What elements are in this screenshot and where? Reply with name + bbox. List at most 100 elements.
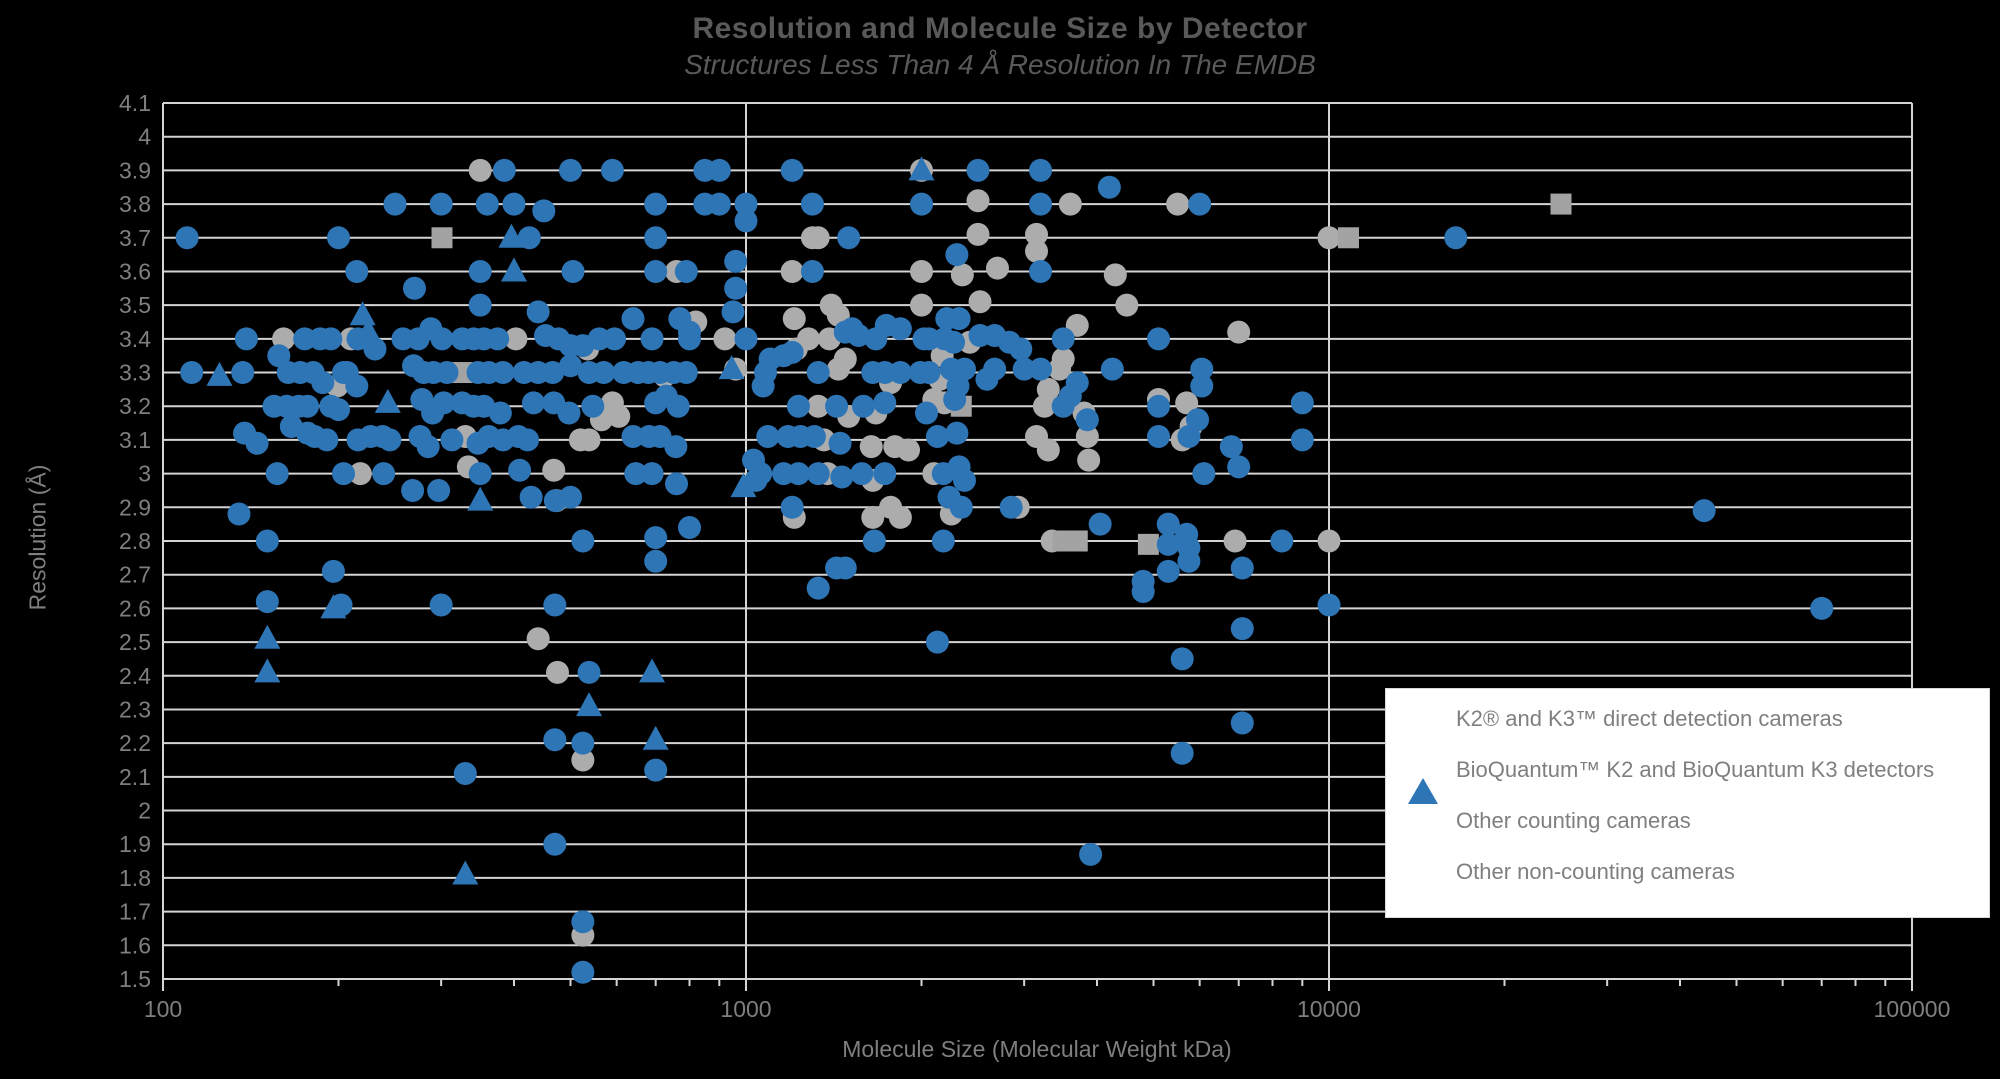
- data-point: [917, 361, 941, 385]
- data-point: [1444, 226, 1468, 250]
- data-point: [925, 425, 949, 449]
- data-point: [576, 692, 603, 717]
- data-point: [721, 300, 745, 324]
- data-point: [468, 158, 492, 182]
- data-point: [521, 391, 545, 415]
- data-point: [383, 192, 407, 216]
- data-point: [546, 660, 570, 684]
- data-point: [837, 226, 861, 250]
- data-point: [915, 401, 939, 425]
- x-tick-label: 1000: [720, 996, 771, 1022]
- y-axis-title: Resolution (Å): [24, 464, 51, 611]
- data-point: [888, 317, 912, 341]
- data-point: [491, 361, 515, 385]
- data-point: [467, 486, 494, 511]
- y-tick-label: 2.9: [119, 494, 151, 520]
- legend-label: K2® and K3™ direct detection cameras: [1456, 706, 1843, 731]
- data-point: [532, 199, 556, 223]
- data-point: [782, 307, 806, 331]
- data-point: [363, 337, 387, 361]
- y-tick-label: 1.8: [119, 865, 151, 891]
- data-point: [724, 276, 748, 300]
- data-point: [952, 357, 976, 381]
- data-point: [558, 158, 582, 182]
- y-tick-label: 2.1: [119, 764, 151, 790]
- data-point: [985, 256, 1009, 280]
- y-tick-label: 3.1: [119, 427, 151, 453]
- data-point: [254, 658, 281, 683]
- data-point: [1025, 239, 1049, 263]
- data-point: [234, 327, 258, 351]
- legend-item-other-noncounting: Other non-counting cameras: [1386, 852, 1735, 892]
- data-point: [931, 529, 955, 553]
- data-point: [621, 307, 645, 331]
- data-point: [1227, 455, 1251, 479]
- data-point: [430, 327, 454, 351]
- data-point: [180, 361, 204, 385]
- data-point: [416, 435, 440, 459]
- data-point: [780, 158, 804, 182]
- data-point: [666, 394, 690, 418]
- data-point: [718, 355, 745, 380]
- data-point: [267, 344, 291, 368]
- data-point: [592, 361, 616, 385]
- data-point: [498, 223, 525, 248]
- data-point: [429, 192, 453, 216]
- data-point: [910, 192, 934, 216]
- data-point: [1137, 533, 1159, 555]
- y-tick-label: 1.5: [119, 966, 151, 992]
- data-point: [543, 832, 567, 856]
- data-point: [1230, 617, 1254, 641]
- data-point: [678, 516, 702, 540]
- data-point: [947, 307, 971, 331]
- data-point: [581, 394, 605, 418]
- data-point: [492, 158, 516, 182]
- data-point: [517, 226, 541, 250]
- data-point: [406, 327, 430, 351]
- data-point: [519, 485, 543, 509]
- data-point: [1029, 192, 1053, 216]
- data-point: [888, 505, 912, 529]
- data-point: [943, 387, 967, 411]
- data-point: [847, 323, 871, 347]
- data-point: [644, 259, 668, 283]
- data-point: [1166, 192, 1190, 216]
- data-point: [642, 725, 669, 750]
- x-tick-label: 10000: [1297, 996, 1361, 1022]
- legend-item-other-counting: Other counting cameras: [1386, 801, 1691, 841]
- data-point: [541, 361, 565, 385]
- data-point: [861, 505, 885, 529]
- data-point: [678, 327, 702, 351]
- data-point: [486, 327, 510, 351]
- data-point: [1147, 394, 1171, 418]
- data-point: [431, 227, 453, 249]
- data-point: [1088, 512, 1112, 536]
- data-point: [1230, 556, 1254, 580]
- data-point: [245, 431, 269, 455]
- data-point: [968, 290, 992, 314]
- data-point: [1170, 741, 1194, 765]
- data-point: [561, 259, 585, 283]
- data-point: [674, 259, 698, 283]
- data-point: [734, 209, 758, 233]
- y-tick-label: 2.4: [119, 663, 151, 689]
- data-point: [806, 394, 830, 418]
- y-tick-label: 3: [138, 461, 151, 487]
- data-point: [1029, 357, 1053, 381]
- y-tick-label: 4: [138, 124, 151, 150]
- y-tick-label: 2.7: [119, 562, 151, 588]
- data-point: [603, 327, 627, 351]
- data-point: [800, 192, 824, 216]
- x-axis-title: Molecule Size (Molecular Weight kDa): [842, 1036, 1232, 1062]
- data-point: [345, 259, 369, 283]
- y-tick-label: 2.5: [119, 629, 151, 655]
- data-point: [543, 593, 567, 617]
- data-point: [1177, 549, 1201, 573]
- data-point: [644, 549, 668, 573]
- data-point: [504, 327, 528, 351]
- data-point: [999, 495, 1023, 519]
- data-point: [786, 462, 810, 486]
- data-point: [1075, 425, 1099, 449]
- data-point: [644, 226, 668, 250]
